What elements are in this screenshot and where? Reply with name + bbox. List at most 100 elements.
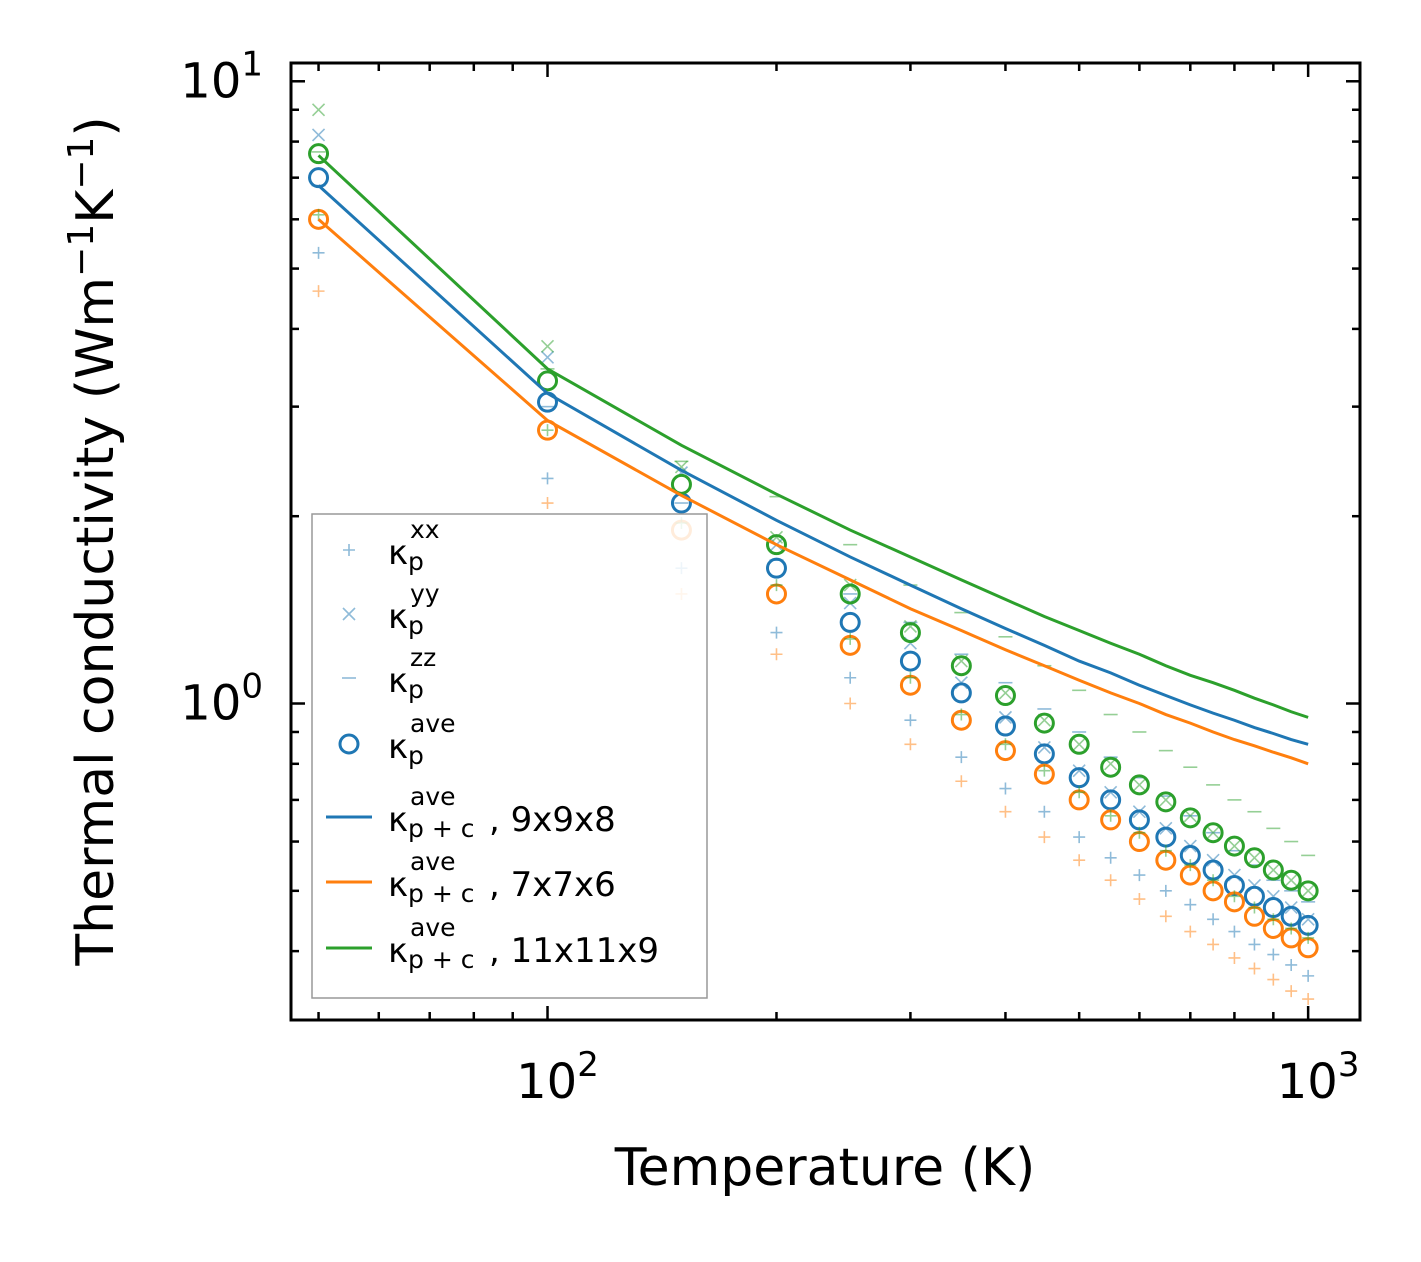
data-point-xx [1104,851,1117,864]
legend-subscript: p [408,741,424,770]
legend-entry: κp xx [343,515,440,576]
data-point-xx [1073,786,1086,799]
series-9x9x8-kp-c [317,184,1309,746]
data-point-yy [311,103,326,117]
legend-entry: κp zz [342,643,436,704]
data-point-yy [1183,809,1197,823]
data-point-yy [1284,873,1298,887]
data-point-xx [1073,831,1086,844]
data-point-yy [903,619,917,634]
data-point-ave [950,682,972,704]
data-point-xx [1228,925,1241,938]
x-axis-label: Temperature (K) [614,1138,1036,1198]
series-7x7x6-kp-c [317,218,1309,766]
legend-superscript: ave [410,782,456,811]
data-point-yy [1132,778,1146,792]
data-point-xx [1302,931,1315,944]
data-point-yy [1159,793,1173,807]
data-point-xx [999,805,1012,818]
data-point-xx [904,671,917,684]
data-point-xx [1248,938,1261,951]
data-point-xx [1038,831,1051,844]
data-point-xx [1133,869,1146,882]
legend-symbol: κ [388,661,408,701]
data-point-ave [1280,869,1302,891]
data-point-xx [770,626,783,639]
data-point-yy [1301,912,1315,926]
legend-marker-swatch [342,607,356,621]
data-point-yy [1072,764,1086,778]
legend-subscript: p [408,611,424,640]
data-point-ave [994,685,1016,707]
data-point-yy [1247,851,1262,865]
data-point-yy [540,339,555,353]
y-tick-base: 10 [180,53,241,109]
y-axis-label: Thermal conductivity (Wm−1K−1) [61,116,126,966]
data-point-xx [1159,844,1172,857]
data-point-ave [537,370,559,392]
legend-subscript: p + c [408,814,474,843]
data-point-yy [1301,884,1315,898]
data-point-ave [1179,807,1201,829]
legend-marker-swatch [338,733,360,755]
y-axis-label-exp2: −1 [61,137,102,190]
data-point-xx [1038,764,1051,777]
data-point-xx [1104,874,1117,887]
data-point-yy [311,128,326,142]
series-line [317,184,1309,746]
data-point-xx [999,782,1012,795]
data-point-yy [1072,737,1086,751]
data-point-ave [839,583,861,605]
data-point-ave [1155,791,1177,813]
data-point-yy [1037,740,1051,754]
data-point-ave [1033,712,1055,734]
data-point-ave [1068,733,1090,755]
x-tick-base: 10 [516,1054,577,1110]
data-point-xx [955,708,968,721]
y-tick-label: 100 [180,667,263,732]
x-tick-label: 103 [1277,1045,1360,1110]
series-7x7x6-kxx [312,285,1315,1006]
legend-label: κp xx [388,515,440,576]
legend-marker-swatch [343,544,355,556]
axis-ticks [291,63,1360,1020]
x-tick-base: 10 [1277,1054,1338,1110]
data-point-xx [1184,859,1197,872]
data-point-xx [1285,922,1298,935]
data-point-xx [1248,962,1261,975]
legend-label: κp ave [388,709,456,770]
data-point-xx [1073,854,1086,867]
x-tick-exponent: 3 [1338,1045,1360,1085]
legend-suffix: , 11x11x9 [489,931,659,971]
legend-entry: κp ave [338,709,456,770]
data-point-xx [1207,913,1220,926]
legend-symbol: κ [388,597,408,637]
data-point-xx [844,671,857,684]
data-point-xx [312,208,325,221]
data-point-ave [1243,847,1265,869]
data-point-xx [541,497,554,510]
x-tick-label: 102 [516,1045,599,1110]
y-axis-label-unit: K [66,188,126,224]
series-line [317,218,1309,766]
legend-label: κp + c ave , 7x7x6 [388,847,616,908]
legend-superscript: ave [410,847,456,876]
data-point-xx [1248,901,1261,914]
data-point-ave [1262,859,1284,881]
data-point-xx [955,775,968,788]
x-tick-exponent: 2 [577,1045,599,1085]
data-point-xx [1159,884,1172,897]
data-point-xx [955,751,968,764]
legend-symbol: κ [388,931,408,971]
data-point-xx [1207,874,1220,887]
data-point-ave [950,655,972,677]
legend-label: κp zz [388,643,436,704]
legend-entry: κp + c ave , 7x7x6 [326,847,616,908]
data-point-ave [1202,822,1224,844]
data-point-xx [999,738,1012,751]
data-point-yy [1206,826,1220,840]
data-point-xx [541,424,554,437]
